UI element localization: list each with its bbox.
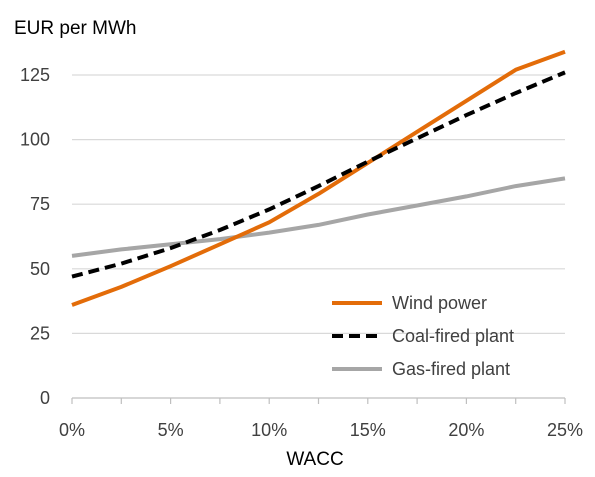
- x-tick-label: 20%: [448, 420, 484, 440]
- y-axis-ticks: 0 25 50 75 100 125: [20, 65, 50, 408]
- x-axis: 0% 5% 10% 15% 20% 25%: [59, 397, 583, 440]
- x-tick-label: 25%: [547, 420, 583, 440]
- x-tick-label: 15%: [350, 420, 386, 440]
- legend: Wind power Coal-fired plant Gas-fired plan…: [332, 293, 514, 379]
- legend-label: Gas-fired plant: [392, 359, 510, 379]
- x-tick-label: 5%: [158, 420, 184, 440]
- y-tick-label: 75: [30, 194, 50, 214]
- series-line-gas-fired-plant: [71, 176, 566, 258]
- y-tick-label: 0: [40, 388, 50, 408]
- legend-label: Wind power: [392, 293, 487, 313]
- legend-label: Coal-fired plant: [392, 326, 514, 346]
- series-lines: [71, 49, 566, 307]
- y-axis-title: EUR per MWh: [14, 18, 136, 39]
- x-tick-label: 10%: [251, 420, 287, 440]
- x-axis-title: WACC: [286, 449, 343, 470]
- y-tick-label: 125: [20, 65, 50, 85]
- x-tick-label: 0%: [59, 420, 85, 440]
- gridlines: [72, 74, 565, 334]
- y-tick-label: 100: [20, 130, 50, 150]
- y-tick-label: 25: [30, 323, 50, 343]
- series-line-wind-power: [71, 49, 566, 307]
- y-tick-label: 50: [30, 259, 50, 279]
- series-line-coal-fired-plant: [71, 70, 566, 279]
